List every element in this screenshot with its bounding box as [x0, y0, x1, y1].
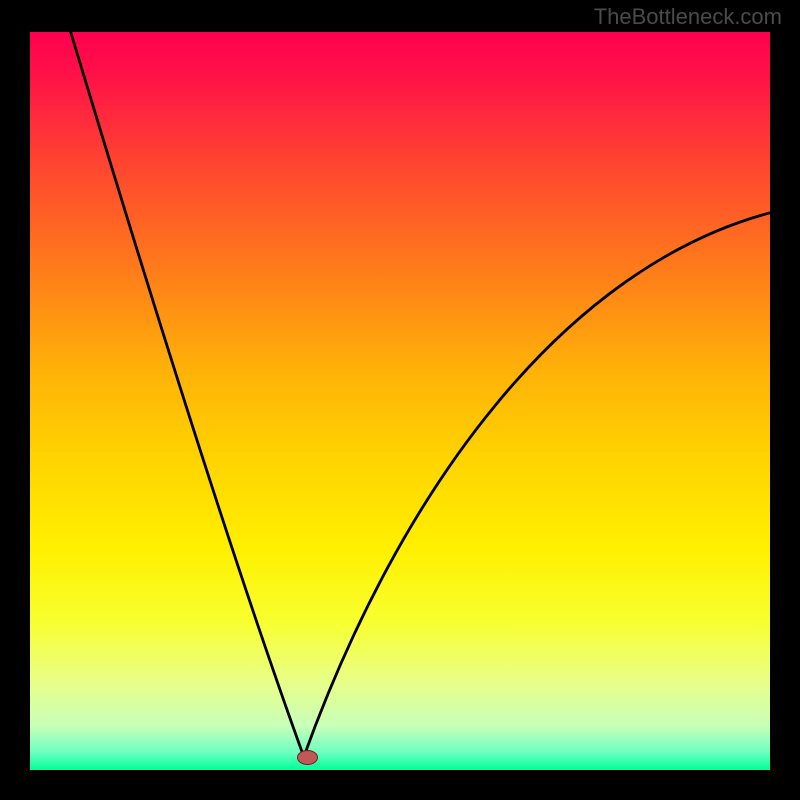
bottleneck-chart: [30, 32, 770, 770]
plot-area: [30, 32, 770, 770]
watermark-text: TheBottleneck.com: [594, 4, 782, 30]
optimum-marker: [298, 750, 318, 764]
gradient-background: [30, 32, 770, 770]
